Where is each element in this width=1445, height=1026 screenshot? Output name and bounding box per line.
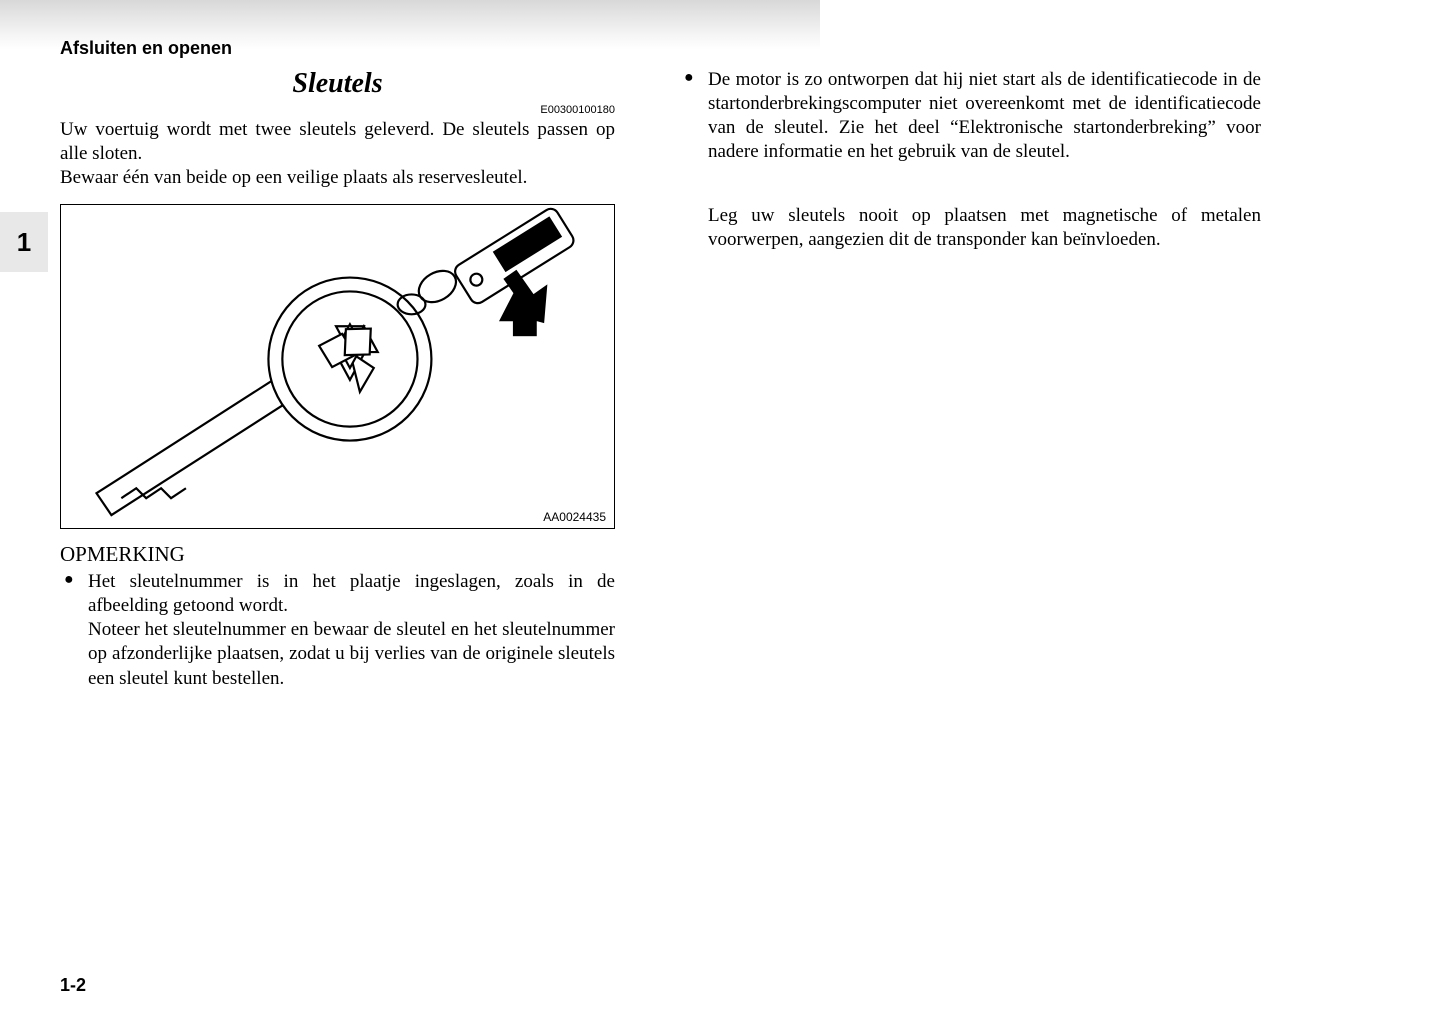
chapter-tab: 1 — [0, 212, 48, 272]
right-paragraph-2: Leg uw sleutels nooit op plaatsen met ma… — [708, 204, 1261, 252]
note-heading: OPMERKING — [60, 542, 185, 567]
key-svg — [61, 205, 614, 528]
note-item-1: Het sleutelnummer is in het plaatje inge… — [88, 570, 615, 691]
key-illustration: AA0024435 — [60, 204, 615, 529]
page-number: 1-2 — [60, 975, 86, 996]
intro-paragraph: Uw voertuig wordt met twee sleutels gele… — [60, 118, 615, 189]
note-item-1-p1: Het sleutelnummer is in het plaatje inge… — [88, 571, 615, 616]
running-header: Afsluiten en openen — [60, 38, 232, 59]
right-bullet-1: De motor is zo ontworpen dat hij niet st… — [708, 68, 1261, 165]
reference-code: E00300100180 — [60, 104, 615, 116]
figure-id: AA0024435 — [543, 510, 606, 524]
section-title: Sleutels — [60, 68, 615, 100]
note-item-1-p2: Noteer het sleutelnummer en bewaar de sl… — [88, 619, 615, 688]
